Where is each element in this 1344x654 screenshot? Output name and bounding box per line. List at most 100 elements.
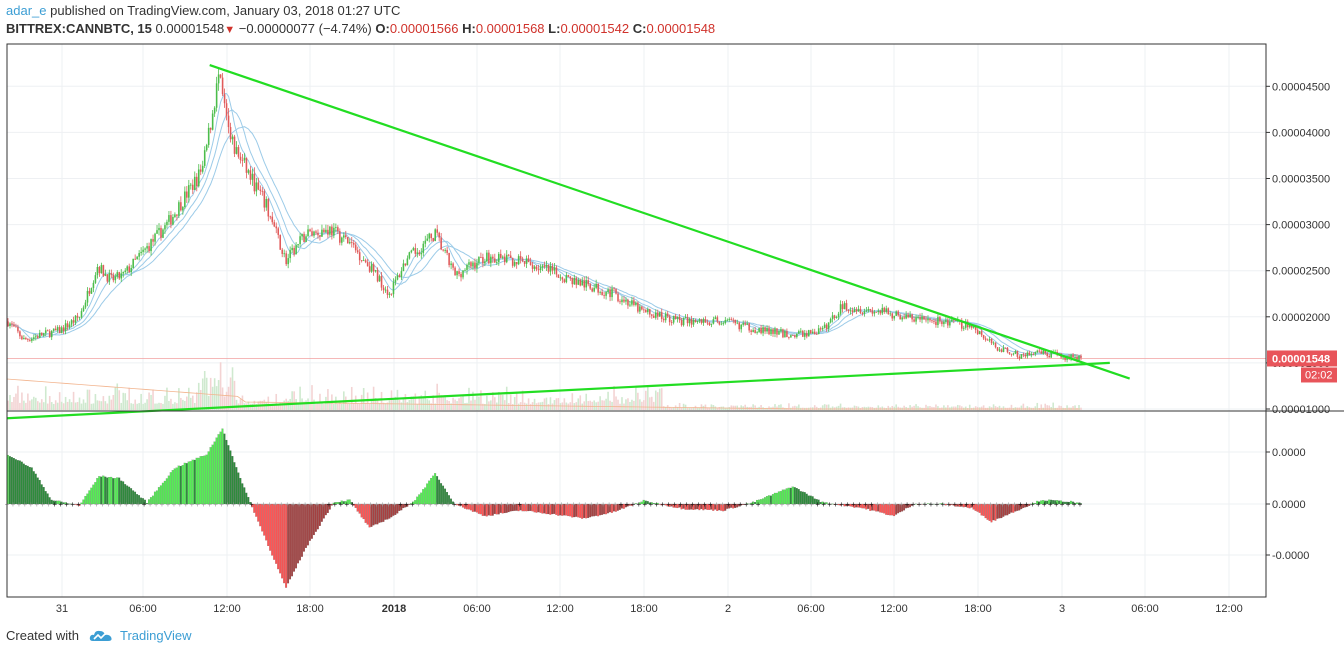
- zero-cross-marker: +: [297, 500, 302, 509]
- volume-bar: [798, 404, 800, 410]
- histogram-bar: [430, 478, 433, 505]
- candle: [372, 264, 375, 272]
- zero-cross-marker: +: [1060, 500, 1065, 509]
- histogram-bar: [410, 503, 413, 505]
- candle: [317, 232, 319, 236]
- candle: [86, 290, 89, 303]
- histogram-bar: [380, 503, 383, 523]
- open-label: O:: [375, 21, 390, 36]
- candle: [176, 214, 178, 216]
- histogram-bar: [314, 503, 317, 532]
- zero-cross-marker: +: [1042, 500, 1047, 509]
- candle: [138, 253, 140, 257]
- histogram-bar: [698, 503, 701, 511]
- candle: [166, 221, 168, 226]
- candle: [778, 331, 780, 335]
- volume-bar: [50, 402, 53, 410]
- histogram-bar: [720, 503, 723, 511]
- candle: [929, 318, 931, 321]
- volume-bar: [203, 370, 206, 410]
- publish-line: adar_e published on TradingView.com, Jan…: [6, 3, 400, 18]
- candle: [289, 250, 291, 259]
- tradingview-link[interactable]: TradingView: [120, 628, 192, 643]
- histogram-bar: [418, 494, 421, 505]
- zero-cross-marker: +: [183, 500, 188, 509]
- zero-cross-marker: +: [583, 500, 588, 509]
- histogram-bar: [593, 503, 596, 517]
- candle: [78, 317, 81, 319]
- candle: [406, 258, 409, 266]
- volume-bar: [418, 396, 421, 410]
- candle: [168, 215, 170, 222]
- volume-bar: [964, 406, 967, 410]
- histogram-bar: [322, 503, 325, 519]
- volume-bar: [696, 407, 699, 410]
- histogram-bar: [926, 503, 929, 505]
- histogram-bar: [463, 503, 466, 509]
- volume-bar: [1074, 405, 1076, 410]
- histogram-bar: [416, 496, 419, 505]
- histogram-bar: [660, 503, 663, 506]
- histogram-bar: [163, 480, 166, 505]
- histogram-bar: [471, 503, 474, 512]
- candle: [531, 264, 534, 269]
- price-tick-label: 0.00001000: [1272, 404, 1330, 416]
- candle: [152, 239, 154, 242]
- histogram-bar: [503, 503, 506, 514]
- histogram-bar: [495, 503, 498, 515]
- histogram-bar: [734, 503, 737, 508]
- candle: [815, 334, 818, 335]
- volume-bar: [871, 407, 874, 410]
- histogram-bar: [257, 503, 260, 522]
- candle: [46, 330, 49, 332]
- candle: [672, 315, 675, 323]
- candle: [257, 182, 260, 190]
- volume-bar: [370, 399, 373, 410]
- volume-bar: [631, 399, 633, 410]
- zero-cross-marker: +: [100, 500, 105, 509]
- time-tick-label: 06:00: [463, 603, 491, 615]
- histogram-bar: [565, 503, 568, 516]
- candle: [643, 309, 645, 311]
- volume-bar: [146, 399, 148, 410]
- histogram-bar: [1010, 503, 1013, 513]
- volume-bar: [337, 403, 339, 410]
- volume-bar: [587, 401, 590, 410]
- candle: [595, 283, 597, 288]
- histogram-bar: [283, 503, 286, 584]
- zero-cross-marker: +: [994, 500, 999, 509]
- histogram-bar: [571, 503, 574, 518]
- histogram-bar: [183, 462, 186, 505]
- candle: [494, 258, 496, 263]
- candle: [658, 312, 661, 317]
- volume-bar: [583, 401, 586, 410]
- volume-bar: [90, 403, 93, 410]
- histogram-bar: [614, 503, 617, 512]
- zero-cross-marker: +: [154, 500, 159, 509]
- candle: [535, 266, 538, 270]
- candle: [567, 275, 570, 277]
- histogram-bar: [128, 486, 131, 505]
- histogram-bar: [577, 503, 580, 518]
- candle: [60, 327, 63, 334]
- candle: [160, 227, 162, 238]
- volume-bar: [410, 396, 413, 410]
- histogram-bar: [412, 501, 415, 505]
- author-link[interactable]: adar_e: [6, 3, 47, 18]
- histogram-bar: [901, 503, 904, 512]
- candle: [746, 323, 748, 325]
- candle: [323, 229, 325, 233]
- candle: [809, 330, 812, 334]
- candle: [768, 327, 770, 335]
- histogram-bar: [750, 502, 753, 505]
- candle: [851, 310, 854, 312]
- candle: [627, 299, 629, 306]
- histogram-bar: [905, 503, 908, 509]
- volume-bar: [903, 405, 905, 410]
- zero-cross-marker: +: [756, 500, 761, 509]
- zero-cross-marker: +: [64, 500, 69, 509]
- zero-cross-marker: +: [255, 500, 260, 509]
- candle: [98, 266, 101, 274]
- volume-bar: [158, 402, 160, 410]
